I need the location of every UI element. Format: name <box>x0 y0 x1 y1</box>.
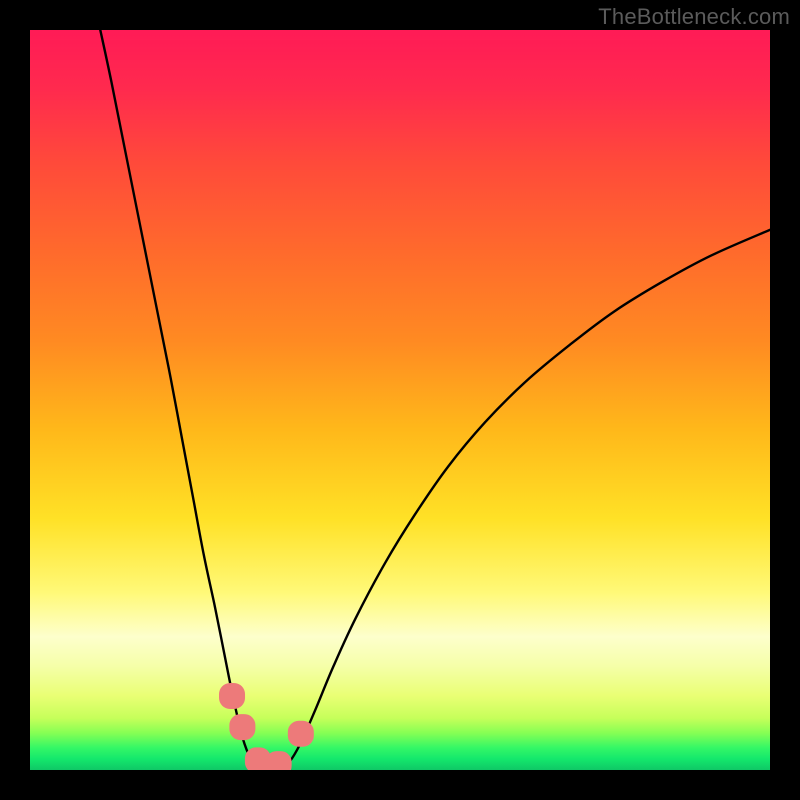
bottleneck-marker <box>288 721 314 747</box>
bottleneck-marker <box>229 714 255 740</box>
attribution-label: TheBottleneck.com <box>598 4 790 30</box>
gradient-background <box>30 30 770 770</box>
chart-canvas: TheBottleneck.com <box>0 0 800 800</box>
plot-svg <box>30 30 770 770</box>
bottleneck-marker <box>266 751 292 770</box>
plot-area <box>30 30 770 770</box>
bottleneck-marker <box>219 683 245 709</box>
